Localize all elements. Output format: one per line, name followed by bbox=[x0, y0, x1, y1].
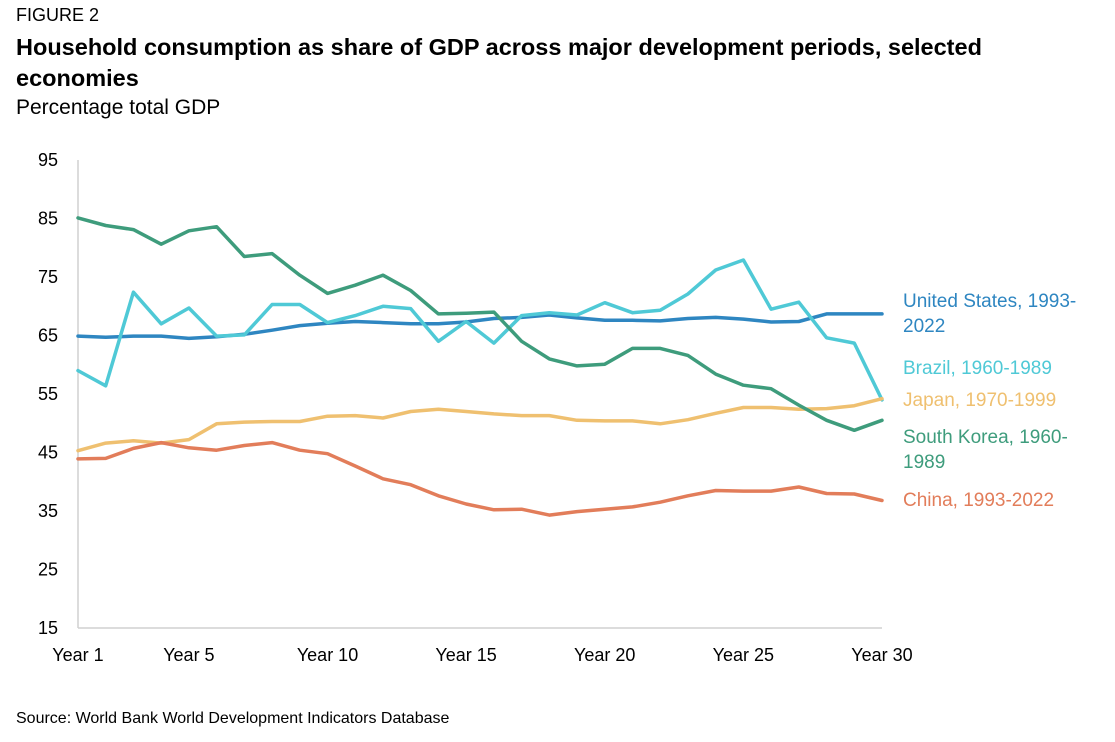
series-label-line: South Korea, 1960- bbox=[903, 427, 1068, 448]
series-line bbox=[76, 440, 884, 517]
y-tick-label: 15 bbox=[38, 618, 58, 638]
series-label: China, 1993-2022 bbox=[903, 490, 1054, 511]
x-tick-label: Year 10 bbox=[297, 645, 358, 665]
y-tick-label: 65 bbox=[38, 326, 58, 346]
x-tick-label: Year 1 bbox=[52, 645, 103, 665]
series-label: Brazil, 1960-1989 bbox=[903, 358, 1052, 379]
series-labels: United States, 1993- 2022 Brazil, 1960-198… bbox=[903, 291, 1076, 511]
series-label-line: China, 1993-2022 bbox=[903, 490, 1054, 511]
y-tick-label: 75 bbox=[38, 267, 58, 287]
x-tick-label: Year 5 bbox=[163, 645, 214, 665]
y-tick-label: 25 bbox=[38, 560, 58, 580]
y-tick-label: 35 bbox=[38, 501, 58, 521]
y-tick-label: 55 bbox=[38, 384, 58, 404]
y-tick-label: 85 bbox=[38, 209, 58, 229]
x-tick-label: Year 15 bbox=[435, 645, 496, 665]
series-label: South Korea, 1960- 1989 bbox=[903, 427, 1068, 473]
series-line bbox=[76, 396, 884, 453]
axes bbox=[77, 160, 882, 629]
y-tick-label: 45 bbox=[38, 443, 58, 463]
x-tick-label: Year 30 bbox=[851, 645, 912, 665]
series-label-line: 1989 bbox=[903, 452, 945, 473]
series-label-line: United States, 1993- bbox=[903, 291, 1076, 312]
series-lines bbox=[76, 216, 884, 517]
chart-title: Household consumption as share of GDP ac… bbox=[16, 34, 982, 91]
series-label-line: 2022 bbox=[903, 316, 945, 337]
series-line bbox=[76, 216, 884, 433]
series-label: United States, 1993- 2022 bbox=[903, 291, 1076, 337]
x-tick-label: Year 25 bbox=[713, 645, 774, 665]
series-line bbox=[76, 312, 884, 341]
chart-subtitle: Percentage total GDP bbox=[16, 96, 221, 119]
series-line bbox=[76, 258, 884, 402]
figure-label: FIGURE 2 bbox=[16, 5, 100, 25]
x-axis-ticks: Year 1 Year 5 Year 10 Year 15 Year 20 Year 25… bbox=[52, 645, 912, 665]
series-label-line: Japan, 1970-1999 bbox=[903, 390, 1056, 411]
series-label: Japan, 1970-1999 bbox=[903, 390, 1056, 411]
source-note: Source: World Bank World Development Ind… bbox=[16, 710, 450, 727]
y-tick-label: 95 bbox=[38, 150, 58, 170]
series-label-line: Brazil, 1960-1989 bbox=[903, 358, 1052, 379]
y-axis-ticks: 95 85 75 65 55 45 35 25 15 bbox=[38, 150, 58, 638]
x-tick-label: Year 20 bbox=[574, 645, 635, 665]
